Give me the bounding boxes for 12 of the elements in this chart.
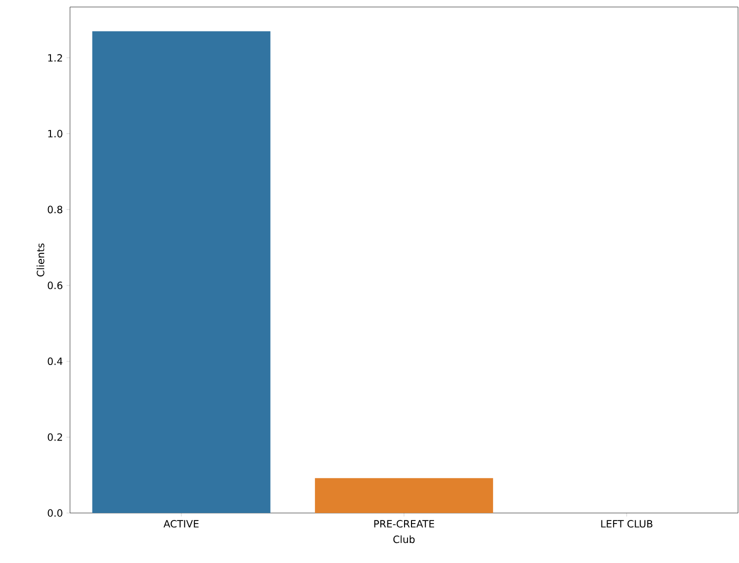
x-tick-label: ACTIVE	[164, 520, 199, 528]
y-tick-label: 1.2	[48, 54, 62, 62]
x-tick-label: PRE-CREATE	[374, 520, 434, 528]
y-tick-label: 0.6	[48, 282, 62, 290]
y-axis-title: Clients	[36, 243, 44, 276]
y-tick-label: 0.0	[48, 509, 62, 517]
y-tick-label: 0.2	[48, 433, 62, 441]
y-tick-label: 0.8	[48, 206, 62, 214]
x-tick-label: LEFT CLUB	[601, 520, 652, 528]
y-tick-label: 0.4	[48, 357, 62, 366]
x-axis-title: Club	[393, 535, 415, 544]
y-tick-label: 1.0	[48, 130, 62, 138]
